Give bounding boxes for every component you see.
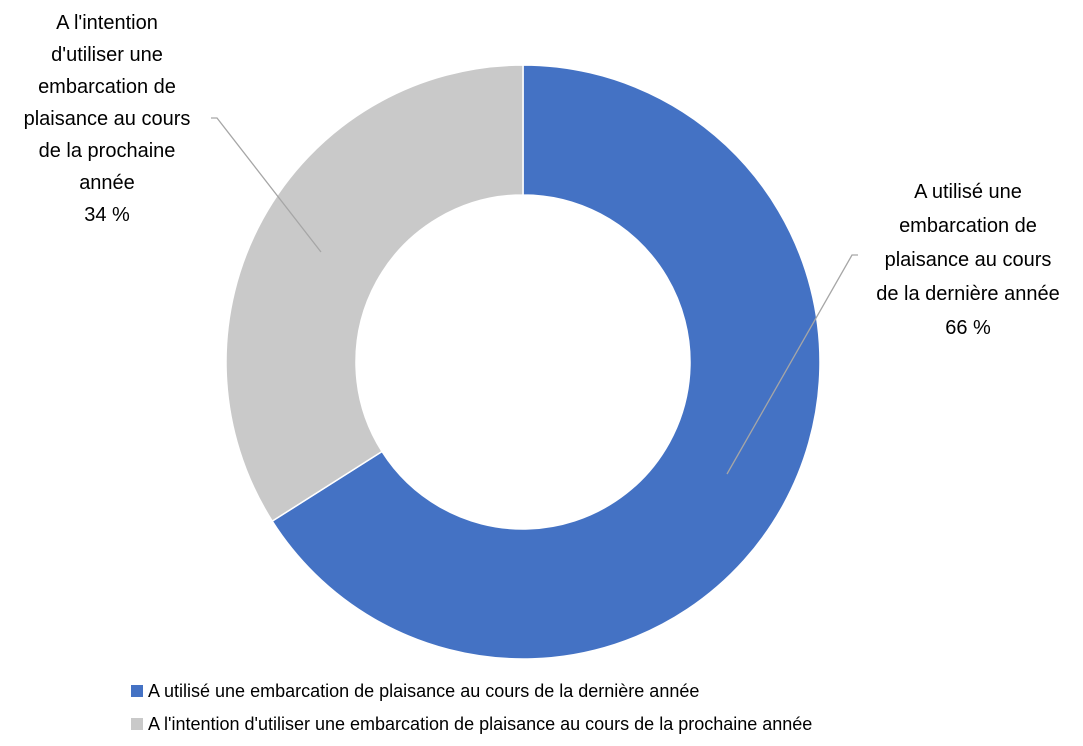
data-label-2: A l'intention d'utiliser une embarcation d… [24,12,191,226]
legend-swatch-1 [131,685,143,697]
slices-layer [225,64,821,660]
leader-line-1 [726,254,858,475]
legend: A utilisé une embarcation de plaisance a… [131,681,812,734]
legend-label-1: A utilisé une embarcation de plaisance a… [148,681,699,701]
legend-swatch-2 [131,718,143,730]
leader-lines-layer [211,117,858,475]
donut-slice-1 [271,64,821,660]
data-labels-layer: A utilisé une embarcation de plaisance au … [24,12,1060,339]
donut-slice-2 [225,64,524,523]
legend-label-2: A l'intention d'utiliser une embarcation… [148,714,812,734]
leader-line-2 [211,117,322,253]
data-label-1: A utilisé une embarcation de plaisance au … [876,181,1059,339]
